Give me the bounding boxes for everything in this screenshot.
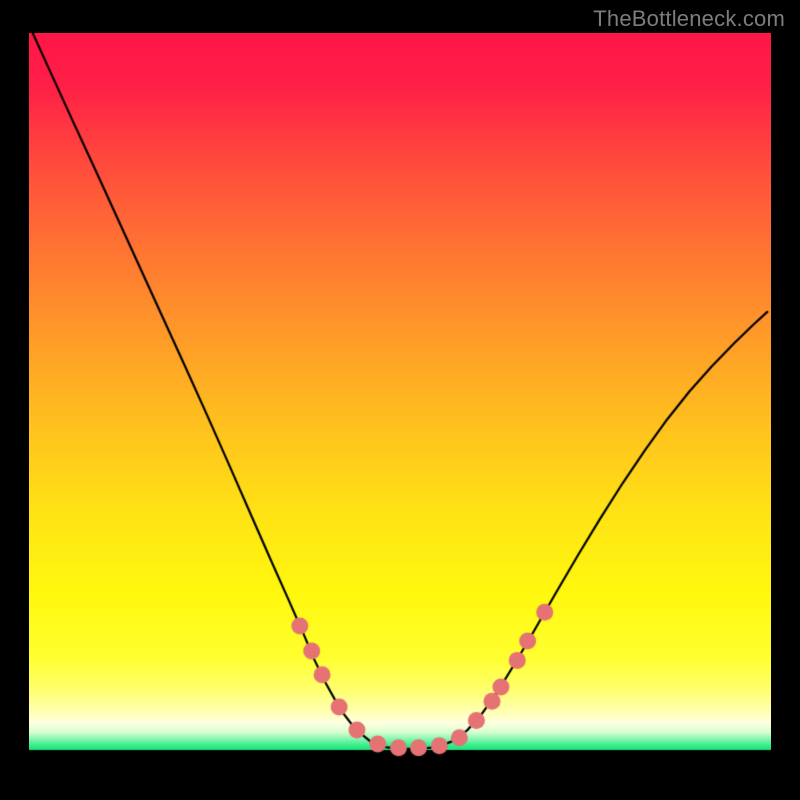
chart-stage: TheBottleneck.com (0, 0, 800, 800)
plot-area (29, 33, 771, 775)
watermark-label: TheBottleneck.com (593, 6, 785, 32)
bottleneck-curve-chart (29, 33, 771, 775)
